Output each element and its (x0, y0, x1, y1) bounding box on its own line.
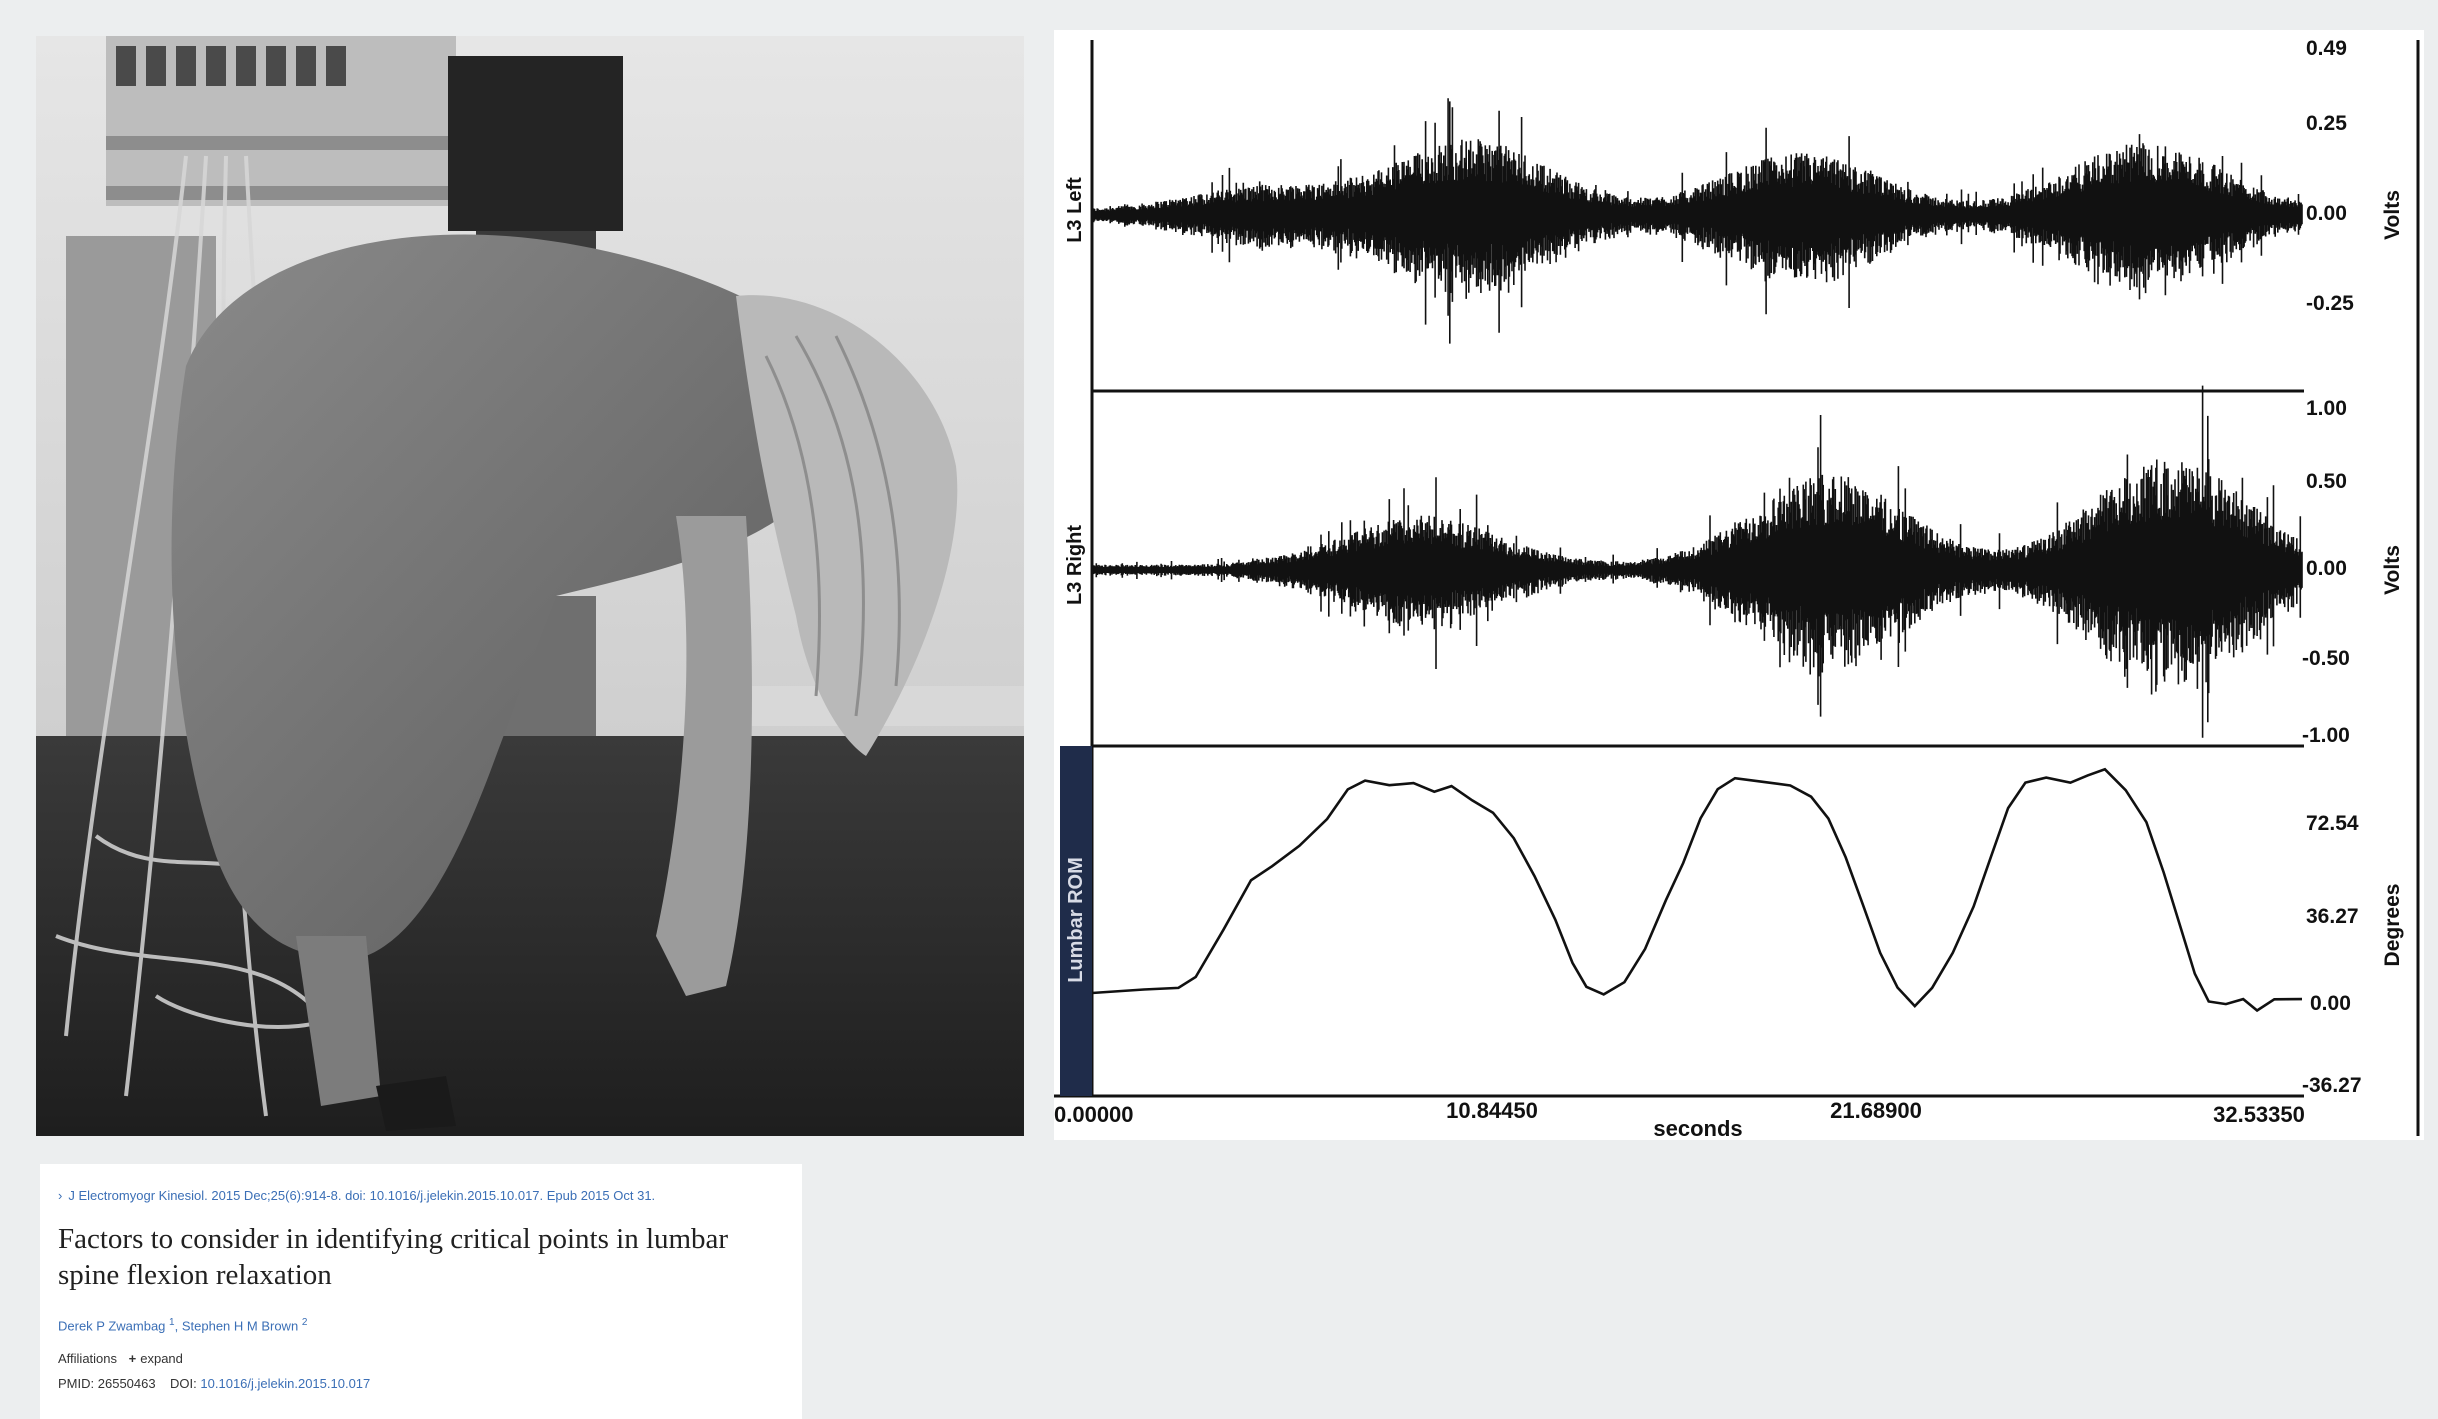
doi-link[interactable]: 10.1016/j.jelekin.2015.10.017 (200, 1376, 371, 1392)
paper-title: Factors to consider in identifying criti… (58, 1223, 729, 1291)
unit-label-volts-1: Volts (2381, 190, 2404, 240)
ytick-l3-right-5: -1.00 (2302, 724, 2350, 747)
ytick-l3-right-4: -0.50 (2302, 647, 2350, 670)
ytick-l3-right-1: 1.00 (2306, 397, 2347, 420)
ytick-rom-4: -36.27 (2302, 1074, 2362, 1097)
ytick-l3-left-4: -0.25 (2306, 292, 2354, 315)
ytick-l3-left-3: 0.00 (2306, 202, 2347, 225)
ytick-l3-right-2: 0.50 (2306, 470, 2347, 493)
xtick-1: 10.84450 (1446, 1098, 1538, 1123)
pmid-value: 26550463 (97, 1376, 156, 1392)
author-list: Derek P Zwambag 1, Stephen H M Brown 2 (58, 1317, 784, 1333)
journal-citation-line[interactable]: › J Electromyogr Kinesiol. 2015 Dec;25(6)… (58, 1188, 784, 1203)
subject-photo (36, 36, 1024, 1136)
identifier-row: PMID: 26550463 DOI: 10.1016/j.jelekin.20… (58, 1376, 784, 1391)
person-bending-forward-photo (36, 36, 1024, 1136)
ytick-rom-3: 0.00 (2310, 992, 2351, 1015)
channel-label-l3-left: L3 Left (1064, 177, 1086, 243)
emg-rom-chart: L3 Left L3 Right Lumbar ROM 0.49 0.25 0.… (1054, 30, 2424, 1140)
xtick-0: 0.00000 (1054, 1102, 1134, 1127)
author-separator: , (174, 1318, 182, 1334)
ytick-l3-right-3: 0.00 (2306, 557, 2347, 580)
xtick-2: 21.68900 (1830, 1098, 1922, 1123)
l3-left-emg-trace (1091, 98, 2303, 344)
author-affiliation-marker[interactable]: 1 (169, 1317, 175, 1328)
affiliations-label: Affiliations (58, 1351, 118, 1367)
ytick-l3-left-2: 0.25 (2306, 112, 2347, 135)
pmid-label: PMID: (58, 1376, 95, 1392)
ytick-rom-1: 72.54 (2306, 812, 2359, 835)
x-axis-label: seconds (1653, 1116, 1742, 1140)
unit-label-volts-2: Volts (2381, 545, 2404, 595)
plus-icon[interactable]: + (128, 1351, 137, 1367)
emg-trace-path (1091, 98, 2303, 344)
expand-button[interactable]: expand (140, 1351, 183, 1367)
lumbar-rom-channel-band (1060, 746, 1092, 1096)
author-affiliation-marker[interactable]: 2 (301, 1317, 308, 1328)
doi-label: DOI: (170, 1376, 197, 1392)
chart-canvas: L3 Left L3 Right Lumbar ROM 0.49 0.25 0.… (1054, 37, 2420, 1140)
lumbar-rom-line (1091, 767, 2303, 1013)
emg-trace-path (1091, 385, 2303, 738)
channel-label-l3-right: L3 Right (1064, 525, 1086, 605)
author-link[interactable]: Derek P Zwambag (58, 1318, 166, 1334)
affiliations-row: Affiliations + expand (58, 1351, 784, 1366)
unit-label-degrees: Degrees (2381, 884, 2404, 967)
chevron-right-icon: › (58, 1188, 63, 1203)
citation-card: › J Electromyogr Kinesiol. 2015 Dec;25(6)… (40, 1164, 802, 1419)
ytick-l3-left-1: 0.49 (2306, 37, 2347, 60)
l3-right-emg-trace (1091, 385, 2303, 738)
ytick-rom-2: 36.27 (2306, 905, 2359, 928)
xtick-3: 32.53350 (2213, 1102, 2305, 1127)
channel-label-lumbar-rom: Lumbar ROM (1065, 857, 1087, 983)
author-link[interactable]: Stephen H M Brown (181, 1318, 299, 1334)
journal-citation-text[interactable]: J Electromyogr Kinesiol. 2015 Dec;25(6):… (68, 1188, 656, 1203)
